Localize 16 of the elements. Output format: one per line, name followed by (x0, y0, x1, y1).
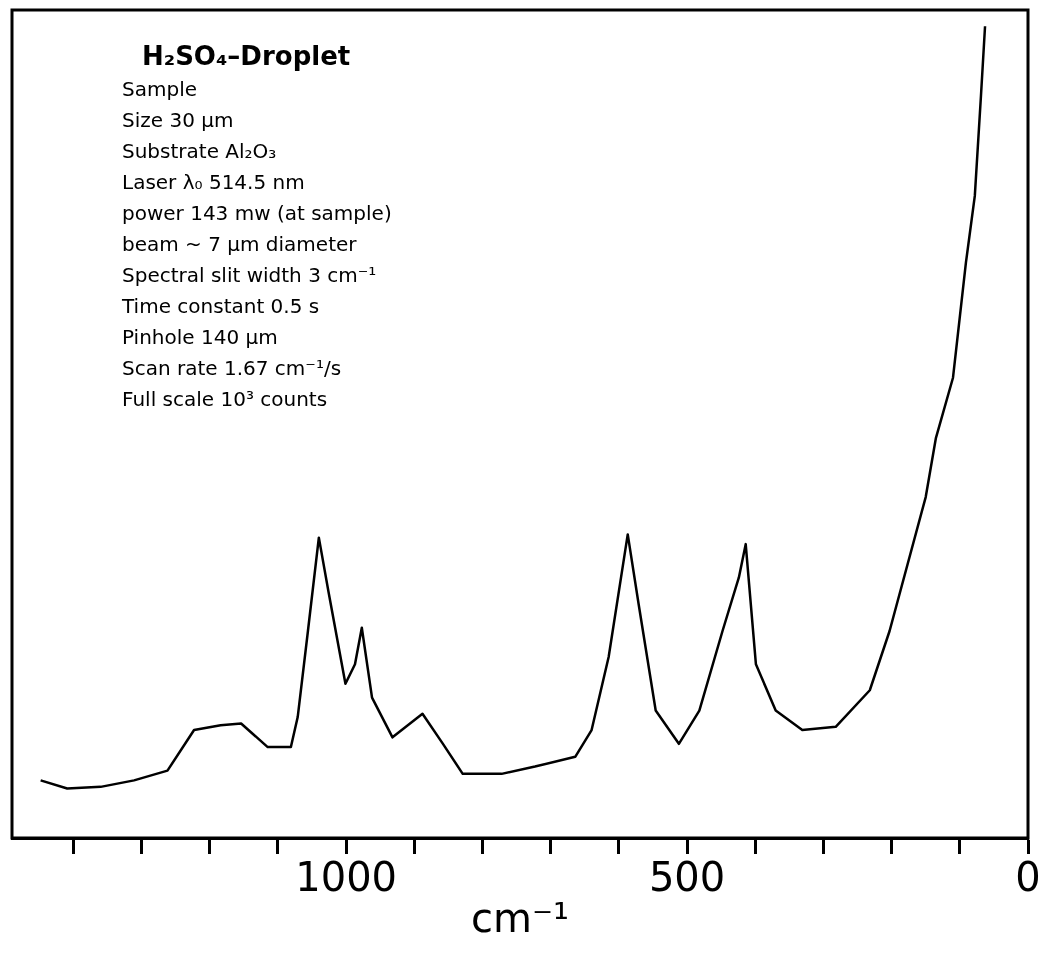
x-tick-label: 1000 (295, 854, 398, 901)
annotation: Pinhole 140 µm (122, 325, 278, 349)
annotation: Laser λ₀ 514.5 nm (122, 170, 305, 194)
annotation: Sample (122, 77, 197, 101)
annotation: H₂SO₄–Droplet (142, 41, 351, 71)
annotation: beam ~ 7 µm diameter (122, 232, 358, 256)
x-tick-label: 500 (648, 854, 726, 901)
annotation: power 143 mw (at sample) (122, 201, 392, 225)
annotation: Spectral slit width 3 cm⁻¹ (122, 263, 377, 287)
x-tick-label: 0 (1015, 854, 1041, 901)
annotation: Full scale 10³ counts (122, 387, 328, 411)
annotation: Scan rate 1.67 cm⁻¹/s (122, 356, 342, 380)
annotation: Time constant 0.5 s (121, 294, 320, 318)
x-axis-title: cm⁻¹ (470, 895, 570, 942)
annotation: Substrate Al₂O₃ (122, 139, 277, 163)
annotation: Size 30 µm (122, 108, 234, 132)
